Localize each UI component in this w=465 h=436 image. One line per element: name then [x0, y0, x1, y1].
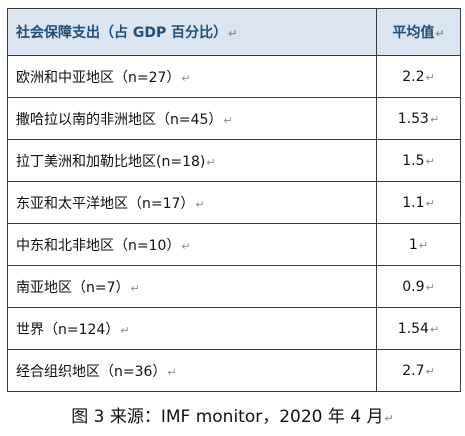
header-cell-average: 平均值↵: [376, 8, 461, 56]
value-cell: 1.1↵: [376, 181, 461, 224]
region-cell: 中东和北非地区（n=10）↵: [7, 223, 377, 266]
region-label: 撒哈拉以南的非洲地区（n=45）: [16, 111, 223, 128]
header-cell-region: 社会保障支出（占 GDP 百分比）↵: [7, 8, 377, 56]
value-cell: 2.2↵: [376, 55, 461, 98]
header-region-label: 社会保障支出（占 GDP 百分比）: [16, 25, 228, 41]
value-cell: 1.54↵: [376, 307, 461, 350]
paragraph-mark-icon: ↵: [195, 197, 205, 211]
paragraph-mark-icon: ↵: [120, 323, 130, 337]
paragraph-mark-icon: ↵: [425, 364, 435, 378]
paragraph-mark-icon: ↵: [228, 27, 238, 40]
caption-text: 图 3 来源：IMF monitor，2020 年 4 月: [71, 407, 384, 427]
table-row: 东亚和太平洋地区（n=17）↵ 1.1↵: [7, 181, 461, 224]
region-label: 拉丁美洲和加勒比地区(n=18): [16, 153, 206, 170]
region-cell: 南亚地区（n=7）↵: [7, 265, 377, 308]
table-row: 经合组织地区（n=36）↵ 2.7↵: [7, 349, 461, 392]
value-label: 1.54: [397, 320, 429, 337]
region-cell: 撒哈拉以南的非洲地区（n=45）↵: [7, 97, 377, 140]
paragraph-mark-icon: ↵: [429, 322, 440, 336]
value-label: 1.53: [397, 110, 429, 127]
paragraph-mark-icon: ↵: [206, 155, 216, 169]
value-cell: 2.7↵: [376, 349, 461, 392]
table-row: 拉丁美洲和加勒比地区(n=18)↵ 1.5↵: [7, 139, 461, 182]
value-cell: 1↵: [376, 223, 461, 266]
paragraph-mark-icon: ↵: [223, 113, 233, 127]
value-label: 1: [408, 236, 418, 253]
value-label: 1.5: [402, 152, 425, 169]
value-cell: 1.53↵: [376, 97, 461, 140]
table-row: 世界（n=124）↵ 1.54↵: [7, 307, 461, 350]
paragraph-mark-icon: ↵: [425, 154, 435, 168]
region-cell: 世界（n=124）↵: [7, 307, 377, 350]
region-cell: 经合组织地区（n=36）↵: [7, 349, 377, 392]
table-row: 中东和北非地区（n=10）↵ 1↵: [7, 223, 461, 266]
paragraph-mark-icon: ↵: [418, 238, 429, 252]
value-label: 2.2: [402, 68, 425, 85]
paragraph-mark-icon: ↵: [181, 239, 191, 253]
region-cell: 欧洲和中亚地区（n=27）↵: [7, 55, 377, 98]
paragraph-mark-icon: ↵: [130, 281, 140, 295]
value-label: 2.7: [402, 362, 425, 379]
table-row: 欧洲和中亚地区（n=27）↵ 2.2↵: [7, 55, 461, 98]
paragraph-mark-icon: ↵: [425, 196, 435, 210]
table-header-row: 社会保障支出（占 GDP 百分比）↵ 平均值↵: [7, 8, 461, 56]
region-cell: 拉丁美洲和加勒比地区(n=18)↵: [7, 139, 377, 182]
value-cell: 0.9↵: [376, 265, 461, 308]
value-cell: 1.5↵: [376, 139, 461, 182]
table-row: 撒哈拉以南的非洲地区（n=45）↵ 1.53↵: [7, 97, 461, 140]
paragraph-mark-icon: ↵: [384, 412, 394, 425]
region-label: 欧洲和中亚地区（n=27）: [16, 69, 181, 86]
value-label: 1.1: [402, 194, 425, 211]
table-row: 南亚地区（n=7）↵ 0.9↵: [7, 265, 461, 308]
figure-caption: 图 3 来源：IMF monitor，2020 年 4 月↵: [0, 402, 465, 427]
value-label: 0.9: [402, 278, 425, 295]
region-label: 东亚和太平洋地区（n=17）: [16, 195, 195, 212]
region-label: 经合组织地区（n=36）: [16, 363, 167, 380]
paragraph-mark-icon: ↵: [167, 365, 177, 379]
region-label: 中东和北非地区（n=10）: [16, 237, 181, 254]
region-label: 南亚地区（n=7）: [16, 279, 130, 296]
data-table: 社会保障支出（占 GDP 百分比）↵ 平均值↵ 欧洲和中亚地区（n=27）↵ 2…: [7, 8, 461, 392]
paragraph-mark-icon: ↵: [425, 280, 435, 294]
header-average-label: 平均值: [392, 25, 435, 41]
paragraph-mark-icon: ↵: [429, 112, 440, 126]
paragraph-mark-icon: ↵: [181, 71, 191, 85]
paragraph-mark-icon: ↵: [425, 70, 435, 84]
paragraph-mark-icon: ↵: [435, 27, 445, 40]
region-cell: 东亚和太平洋地区（n=17）↵: [7, 181, 377, 224]
region-label: 世界（n=124）: [16, 321, 120, 338]
